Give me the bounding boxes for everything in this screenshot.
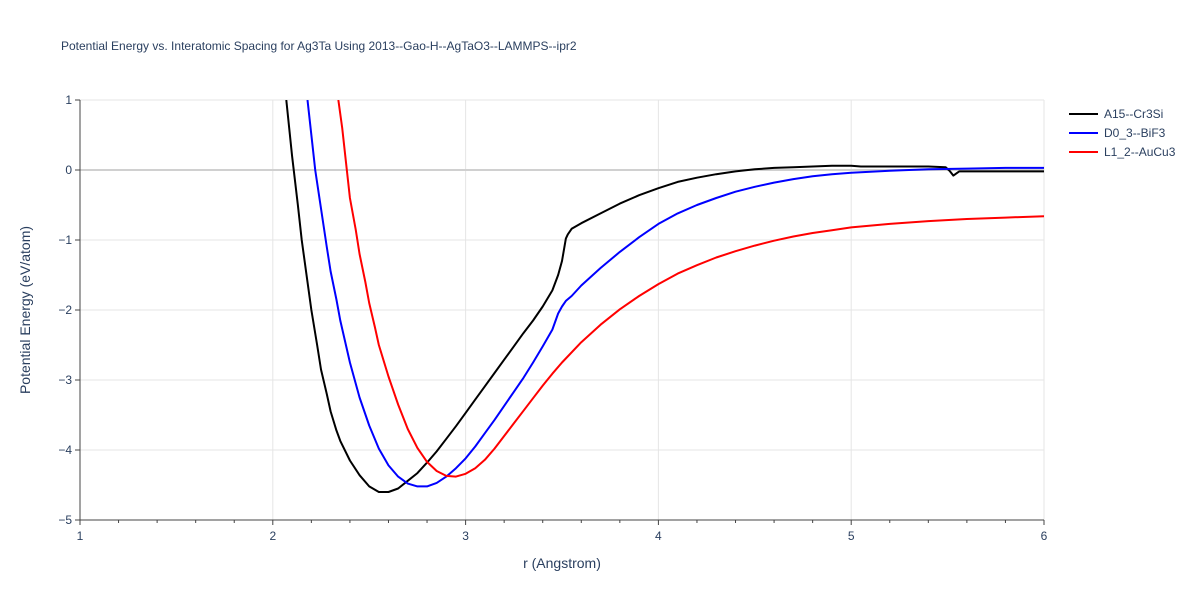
y-tick-label: −4 [58,443,72,457]
x-tick-label: 2 [269,529,276,543]
x-tick-label: 3 [462,529,469,543]
y-tick-label: −3 [58,373,72,387]
y-axis-title: Potential Energy (eV/atom) [17,226,33,394]
y-tick-label: −1 [58,233,72,247]
x-axis-ticks: 1 2 3 4 5 6 [77,520,1048,543]
x-tick-label: 4 [655,529,662,543]
chart-title: Potential Energy vs. Interatomic Spacing… [61,39,577,53]
legend: A15--Cr3Si D0_3--BiF3 L1_2--AuCu3 [1069,107,1176,159]
series-line-2 [337,100,1044,478]
x-tick-label: 1 [77,529,84,543]
x-tick-label: 6 [1041,529,1048,543]
legend-label: D0_3--BiF3 [1104,126,1166,140]
legend-label: A15--Cr3Si [1104,107,1163,121]
legend-label: L1_2--AuCu3 [1104,145,1176,159]
x-tick-label: 5 [848,529,855,543]
y-tick-label: −2 [58,303,72,317]
y-tick-label: 1 [65,93,72,107]
series-line-1 [306,100,1044,488]
y-axis-ticks: −5 −4 −3 −2 −1 0 1 [58,93,80,527]
series-line-0 [285,100,1044,493]
x-axis-title: r (Angstrom) [523,555,601,571]
y-tick-label: −5 [58,513,72,527]
series-lines [285,100,1044,493]
y-tick-label: 0 [65,163,72,177]
